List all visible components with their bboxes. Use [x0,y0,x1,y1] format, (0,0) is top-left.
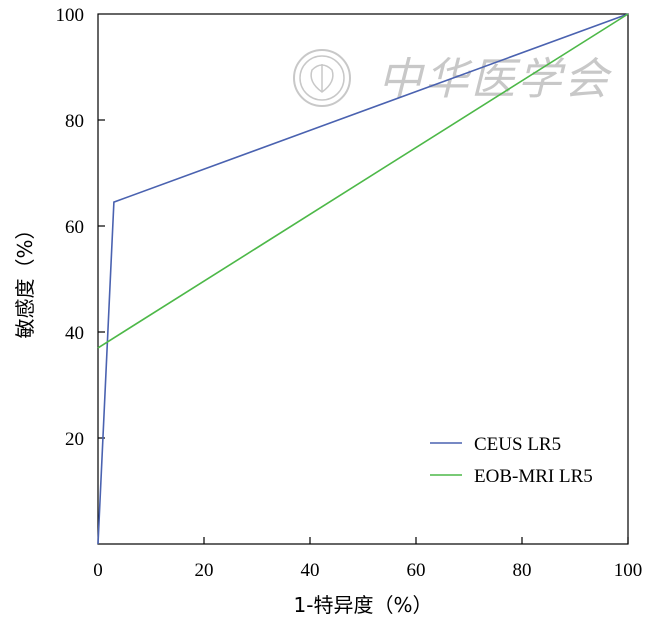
x-tick-label: 40 [301,560,320,581]
legend: CEUS LR5 EOB-MRI LR5 [430,434,593,487]
y-tick-label: 20 [65,429,84,450]
legend-label-ceus: CEUS LR5 [474,434,561,455]
legend-label-eob-mri: EOB-MRI LR5 [474,466,593,487]
series-lines [97,13,629,545]
x-tick-label: 60 [407,560,426,581]
y-tick-label: 60 [65,217,84,238]
x-tick-label: 100 [614,560,643,581]
society-seal-icon [293,49,351,107]
x-tick-label: 0 [93,560,103,581]
series-line-eob-mri [97,13,629,349]
series-line-ceus [97,13,629,545]
plot-frame [97,13,629,545]
y-tick-label: 100 [56,5,85,26]
y-tick-label: 40 [65,323,84,344]
x-axis-title: 1-特异度（%） [294,593,433,617]
y-tick-label: 80 [65,111,84,132]
y-axis-title: 敏感度（%） [13,219,37,338]
x-tick-label: 20 [195,560,214,581]
x-tick-label: 80 [513,560,532,581]
axis-ticks: 0 20 40 60 80 100 20 40 60 80 100 [56,5,643,581]
